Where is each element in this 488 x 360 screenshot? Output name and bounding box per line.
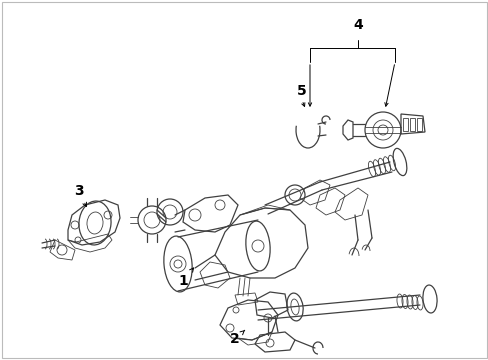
- Text: 4: 4: [352, 18, 362, 32]
- Text: 2: 2: [230, 330, 244, 346]
- Text: 3: 3: [74, 184, 86, 207]
- Text: 1: 1: [178, 268, 193, 288]
- Text: 5: 5: [297, 84, 306, 98]
